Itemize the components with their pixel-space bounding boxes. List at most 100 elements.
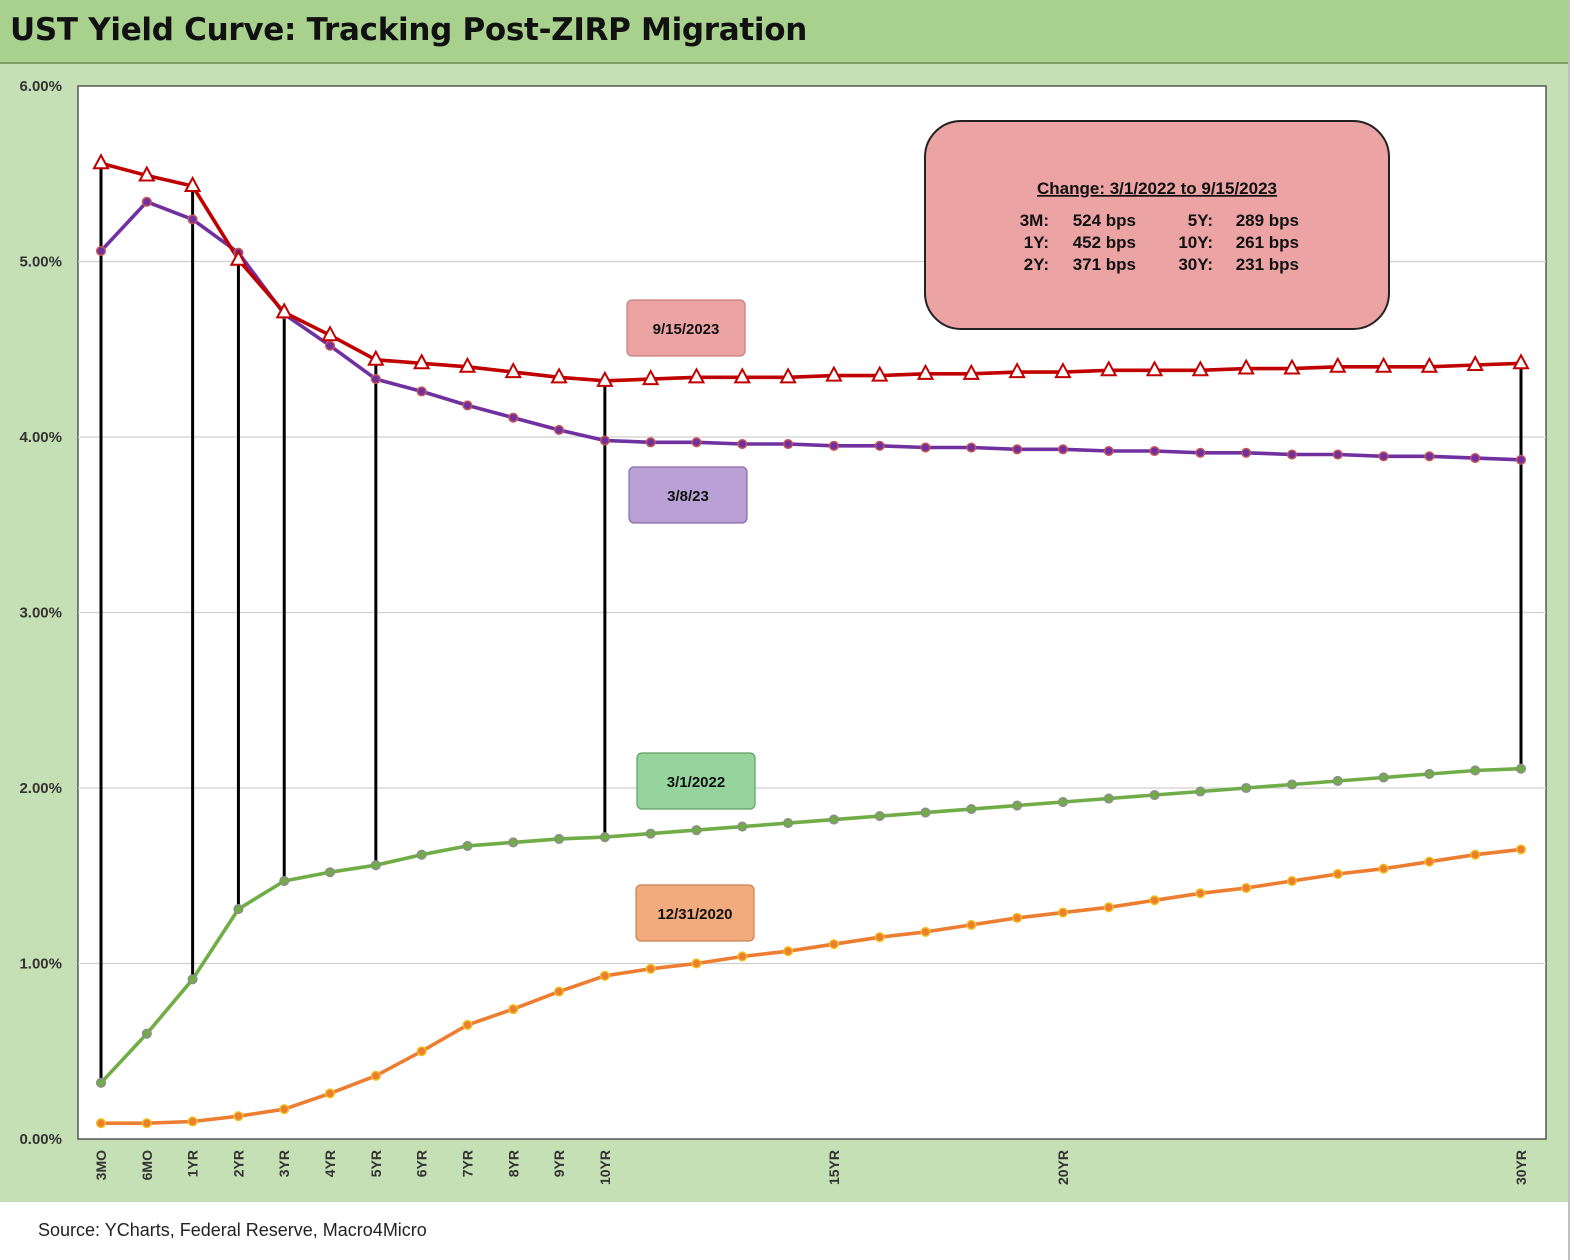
data-point <box>1241 782 1252 794</box>
data-point <box>508 1004 519 1015</box>
data-point <box>733 367 751 384</box>
data-point <box>412 353 431 370</box>
data-point <box>324 1088 336 1099</box>
data-point <box>1103 445 1114 457</box>
data-point <box>645 437 656 448</box>
y-tick-label: 4.00% <box>19 429 62 446</box>
data-point <box>1149 895 1160 906</box>
data-point <box>95 1077 107 1088</box>
x-tick-label: 4YR <box>322 1150 338 1177</box>
series-label: 12/31/2020 <box>657 906 732 923</box>
data-point <box>229 249 248 266</box>
y-tick-label: 1.00% <box>19 956 62 973</box>
data-point <box>1332 775 1343 787</box>
data-point <box>416 849 427 860</box>
x-tick-label: 15YR <box>826 1150 842 1185</box>
data-point <box>916 363 935 380</box>
annotation-change: 231 bps <box>1236 255 1299 274</box>
data-point <box>1515 844 1527 855</box>
data-point <box>550 367 568 384</box>
x-tick-label: 6YR <box>414 1150 430 1177</box>
series-label: 3/8/23 <box>667 488 709 505</box>
series-label-box <box>626 299 746 357</box>
data-point <box>779 367 797 384</box>
data-point <box>1008 361 1026 379</box>
series-label-box <box>628 466 748 524</box>
data-point <box>1424 451 1435 462</box>
x-tick-label: 2YR <box>230 1150 246 1177</box>
x-tick-label: 3MO <box>93 1150 109 1180</box>
data-point <box>920 442 931 453</box>
x-tick-label: 6MO <box>139 1150 155 1180</box>
annotation-tenor: 1Y: <box>1024 233 1049 252</box>
data-point <box>871 365 889 382</box>
x-tick-label: 3YR <box>276 1150 292 1177</box>
annotation-tenor: 5Y: <box>1188 211 1213 230</box>
data-point <box>1286 875 1298 887</box>
data-point <box>416 386 427 397</box>
data-point <box>874 811 885 822</box>
data-point <box>1286 449 1298 460</box>
series-label-box <box>635 884 755 942</box>
data-point <box>554 833 565 844</box>
data-point <box>1378 451 1389 462</box>
annotation-title: Change: 3/1/2022 to 9/15/2023 <box>1037 179 1277 198</box>
data-point <box>737 951 748 962</box>
data-point <box>462 400 473 411</box>
data-point <box>642 368 660 386</box>
data-point <box>504 361 522 379</box>
data-point <box>508 837 519 848</box>
data-point <box>1149 445 1160 457</box>
data-point <box>279 875 290 887</box>
data-point <box>1378 772 1389 783</box>
data-point <box>687 367 706 384</box>
annotation-change: 289 bps <box>1236 211 1299 230</box>
data-point <box>138 165 156 182</box>
data-point <box>966 919 977 930</box>
annotation-box <box>924 120 1390 330</box>
data-point <box>233 1111 244 1122</box>
y-tick-label: 2.00% <box>19 780 62 797</box>
data-point <box>1145 360 1164 377</box>
data-point <box>1466 354 1484 372</box>
data-point <box>920 807 931 818</box>
data-point <box>554 424 565 436</box>
data-point <box>645 963 656 974</box>
x-tick-label: 8YR <box>505 1150 521 1177</box>
data-point <box>1470 453 1481 464</box>
data-point <box>599 970 610 981</box>
data-point <box>183 175 202 193</box>
data-point <box>141 1118 152 1129</box>
data-point <box>1054 361 1072 379</box>
data-point <box>1100 360 1118 377</box>
data-point <box>1286 779 1298 790</box>
annotation-change: 524 bps <box>1073 211 1136 230</box>
data-point <box>691 958 702 969</box>
title-bar: UST Yield Curve: Tracking Post-ZIRP Migr… <box>0 0 1568 64</box>
data-point <box>233 904 244 915</box>
data-point <box>966 804 977 815</box>
data-point <box>321 325 339 342</box>
annotation-tenor: 2Y: <box>1024 255 1049 274</box>
annotation-tenor: 10Y: <box>1178 233 1213 252</box>
series-line <box>101 847 1522 1125</box>
data-point <box>783 438 794 450</box>
data-point <box>279 1104 290 1115</box>
data-point <box>370 374 381 385</box>
data-point <box>966 442 977 453</box>
data-point <box>1329 356 1347 373</box>
data-point <box>508 412 519 423</box>
data-point <box>187 1116 198 1127</box>
data-point <box>1378 863 1389 874</box>
data-point <box>1241 882 1252 894</box>
x-tick-label: 1YR <box>185 1150 201 1177</box>
data-point <box>1057 444 1068 455</box>
data-point <box>1374 356 1393 373</box>
annotation-change: 452 bps <box>1073 233 1136 252</box>
data-point <box>874 932 885 943</box>
data-point <box>1012 912 1023 923</box>
data-point <box>691 437 702 448</box>
series-line <box>99 766 1522 1085</box>
data-point <box>1057 907 1068 918</box>
data-point <box>141 1028 152 1039</box>
